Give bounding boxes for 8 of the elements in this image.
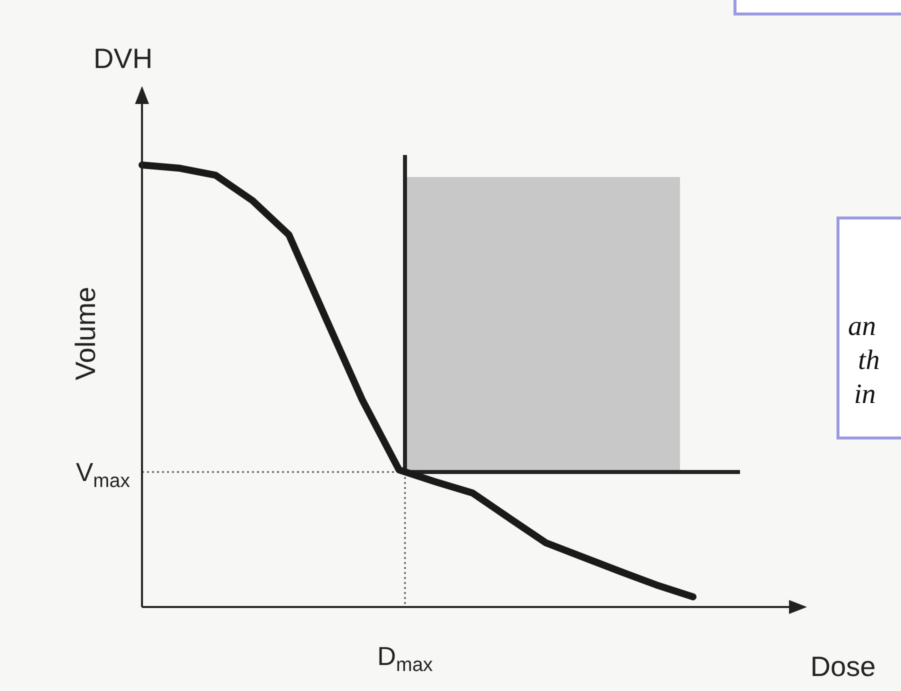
y-axis-title: Volume bbox=[70, 286, 101, 380]
text: in bbox=[854, 379, 876, 410]
annotation: V$_{max}$ bbox=[76, 457, 130, 492]
text: an bbox=[848, 311, 876, 342]
text: th bbox=[858, 345, 880, 376]
x-axis-title: Dose bbox=[810, 651, 876, 682]
text: D$_{max}$ bbox=[377, 641, 434, 676]
chart-title: DVH bbox=[93, 43, 153, 74]
